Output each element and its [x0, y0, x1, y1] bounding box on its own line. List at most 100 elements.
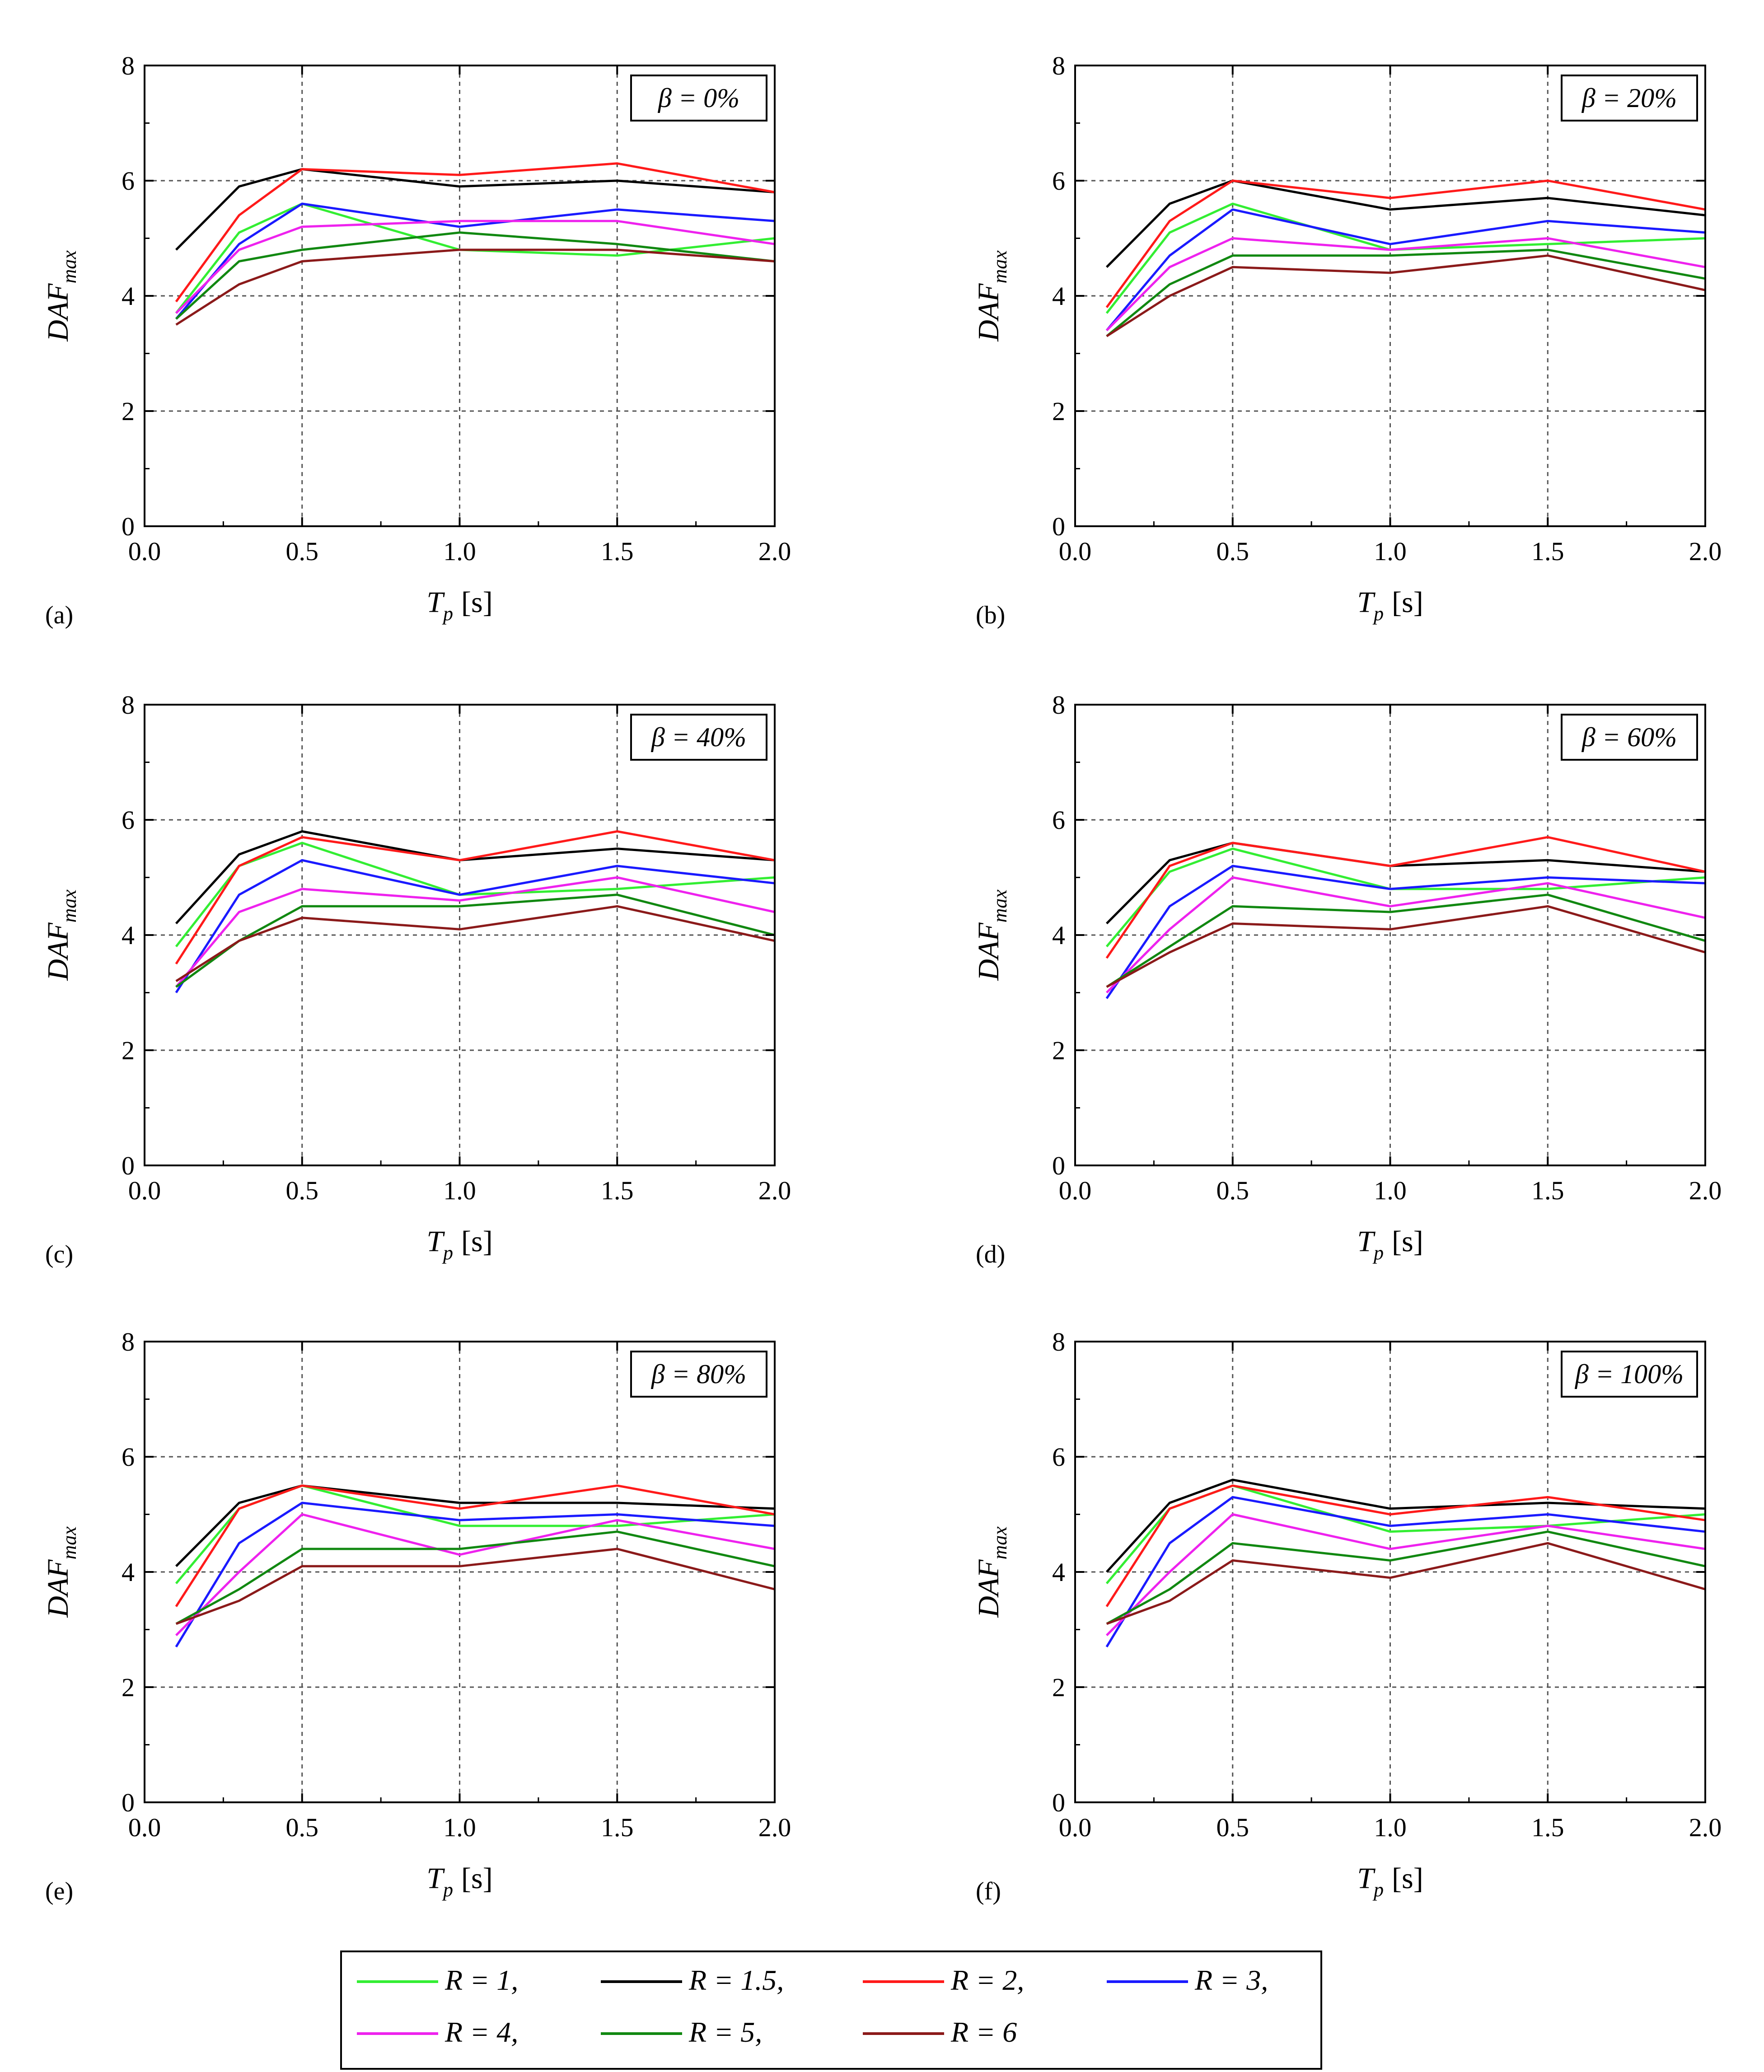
legend-label-0: R = 1,: [445, 1964, 518, 1996]
legend-label-5: R = 5,: [688, 2016, 762, 2048]
x-axis-title-symbol: T: [426, 1225, 445, 1258]
y-tick-label: 4: [1052, 1558, 1065, 1587]
series-line-r6: [175, 248, 775, 326]
panel-label: (a): [45, 601, 73, 629]
y-tick-label: 0: [1052, 1151, 1065, 1180]
x-axis-title-sub: p: [1372, 603, 1384, 625]
y-tick-label: 0: [122, 512, 135, 541]
y-tick-label: 6: [122, 805, 135, 835]
legend-label-4: R = 4,: [445, 2016, 518, 2048]
y-axis-title: DAFmax: [42, 889, 80, 981]
x-tick-label: 0.0: [1059, 1176, 1092, 1205]
series-line-r2: [175, 830, 775, 965]
y-tick-label: 0: [122, 1151, 135, 1180]
beta-box: [1561, 75, 1698, 122]
x-axis-title-symbol: T: [1357, 1225, 1376, 1258]
chart-panel-b: 0.0 0.5 1.0 1.5 2.0 0 2 4 6 8 DAFmax Tp [s] (b) β = 20…: [972, 51, 1722, 629]
series-line-r5: [1106, 1530, 1706, 1625]
y-tick-label: 8: [1052, 51, 1065, 80]
x-tick-label: 0.0: [1059, 537, 1092, 566]
x-axis-title: Tp [s]: [426, 586, 492, 625]
y-axis-title: DAFmax: [972, 1526, 1011, 1618]
x-axis-title-sub: p: [442, 603, 453, 625]
x-tick-label: 0.0: [128, 1176, 161, 1205]
series-line-r1: [1105, 847, 1706, 948]
x-tick-label: 2.0: [758, 1176, 791, 1205]
x-axis-title-unit: [s]: [1392, 1225, 1423, 1258]
x-axis-title: Tp [s]: [1357, 1862, 1423, 1901]
y-tick-label: 2: [122, 397, 135, 426]
series-line-r3: [175, 202, 775, 320]
series-line-r2: [175, 1484, 775, 1607]
series-line-r4: [1106, 1513, 1706, 1637]
chart-panel-f: 0.0 0.5 1.0 1.5 2.0 0 2 4 6 8 DAFmax Tp [s] (f) β = 10…: [972, 1327, 1722, 1905]
y-axis-title-main: DAF: [972, 922, 1005, 981]
series-line-r15: [175, 830, 775, 925]
y-axis-title-sub: max: [989, 889, 1011, 923]
x-tick-label: 0.0: [128, 537, 161, 566]
series-line-r3: [175, 1501, 775, 1648]
x-tick-label: 0.5: [286, 1176, 319, 1205]
y-tick-label: 2: [1052, 1036, 1065, 1065]
x-tick-label: 2.0: [1689, 1813, 1722, 1842]
series-line-r2: [1105, 179, 1706, 308]
x-tick-label: 1.5: [601, 1813, 634, 1842]
series-line-r6: [175, 905, 775, 982]
x-axis-title-symbol: T: [426, 586, 445, 619]
panel-label: (c): [45, 1240, 73, 1268]
beta-label: β = 20%: [1582, 83, 1677, 113]
y-tick-label: 8: [122, 51, 135, 80]
beta-label: β = 80%: [651, 1359, 746, 1389]
y-tick-label: 0: [122, 1788, 135, 1817]
x-tick-label: 2.0: [758, 537, 791, 566]
series-line-r5: [175, 231, 775, 320]
x-axis-title-unit: [s]: [461, 1862, 493, 1895]
x-axis-title: Tp [s]: [426, 1225, 492, 1264]
series-line-r2: [1105, 836, 1706, 959]
series-line-r3: [1105, 1496, 1706, 1648]
y-tick-label: 2: [1052, 397, 1065, 426]
x-tick-label: 0.5: [1217, 1813, 1249, 1842]
beta-label: β = 40%: [651, 722, 746, 752]
x-tick-label: 1.5: [1531, 1176, 1564, 1205]
x-tick-label: 0.5: [286, 537, 319, 566]
y-axis-title: DAFmax: [972, 250, 1011, 342]
x-axis-title-symbol: T: [1357, 586, 1376, 619]
y-axis-title-sub: max: [989, 250, 1011, 284]
chart-panel-a: 0.0 0.5 1.0 1.5 2.0 0 2 4 6 8 DAFmax Tp [s] (a) β = 0%: [42, 51, 791, 629]
x-axis-title-unit: [s]: [1392, 1862, 1423, 1895]
series-line-r6: [1106, 254, 1706, 337]
series-line-r15: [175, 1484, 775, 1567]
series-line-r4: [175, 876, 775, 988]
y-tick-label: 0: [1052, 1788, 1065, 1817]
series-line-r5: [175, 1530, 775, 1625]
y-tick-label: 2: [1052, 1673, 1065, 1702]
y-tick-label: 8: [1052, 1327, 1065, 1356]
series-line-r5: [1106, 248, 1706, 337]
y-tick-label: 6: [122, 1442, 135, 1472]
x-axis-title: Tp [s]: [426, 1862, 492, 1901]
y-axis-title-main: DAF: [972, 1559, 1005, 1618]
y-tick-label: 2: [122, 1036, 135, 1065]
series-line-r15: [175, 168, 775, 251]
y-tick-label: 8: [122, 690, 135, 720]
y-axis-title-sub: max: [58, 889, 80, 923]
y-axis-title: DAFmax: [972, 889, 1011, 981]
x-tick-label: 2.0: [758, 1813, 791, 1842]
x-axis-title-symbol: T: [1357, 1862, 1376, 1895]
x-tick-label: 0.5: [286, 1813, 319, 1842]
x-tick-label: 1.5: [601, 1176, 634, 1205]
x-axis-title-symbol: T: [426, 1862, 445, 1895]
y-axis-title-sub: max: [58, 1526, 80, 1560]
x-tick-label: 0.0: [1059, 1813, 1092, 1842]
x-tick-label: 1.0: [1374, 1813, 1407, 1842]
series-line-r4: [1106, 237, 1706, 332]
legend-label-2: R = 2,: [950, 1964, 1024, 1996]
series-line-r2: [1105, 1484, 1706, 1607]
x-axis-title-unit: [s]: [461, 586, 493, 619]
y-axis-title-main: DAF: [42, 1559, 75, 1618]
legend-label-3: R = 3,: [1194, 1964, 1268, 1996]
x-tick-label: 1.0: [1374, 1176, 1407, 1205]
x-tick-label: 1.0: [1374, 537, 1407, 566]
